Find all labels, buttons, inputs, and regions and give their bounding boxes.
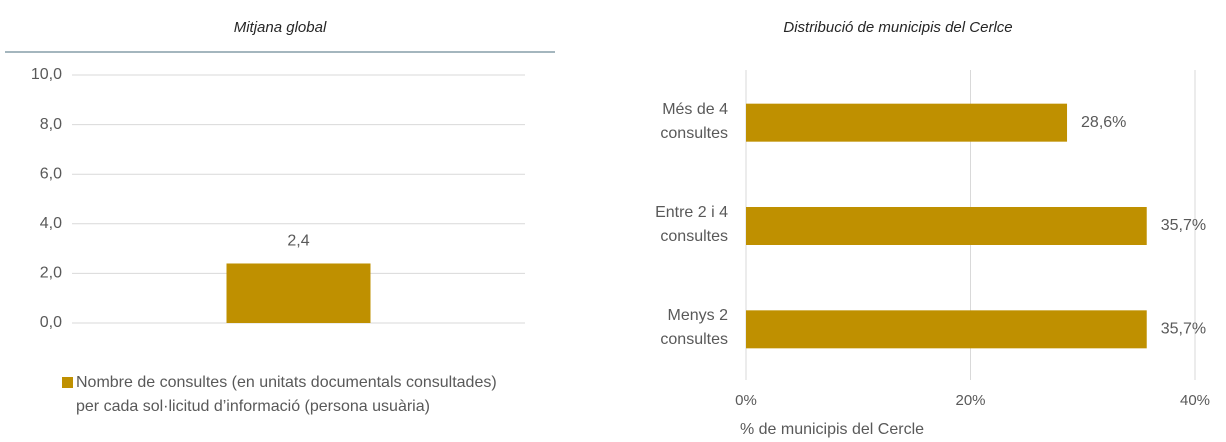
y-tick-label: Menys 2 consultes <box>660 307 728 349</box>
x-axis-title: % de municipis del Cercle <box>740 421 924 438</box>
y-tick-label: 8,0 <box>40 116 62 133</box>
bar <box>746 310 1147 349</box>
y-tick-label: 10,0 <box>31 66 62 83</box>
y-tick-label: 6,0 <box>40 165 62 182</box>
x-tick-label: 0% <box>735 392 757 409</box>
data-label: 35,7% <box>1161 217 1206 234</box>
x-tick-label: 40% <box>1180 392 1210 409</box>
data-label: 2,4 <box>287 233 309 250</box>
data-label: 35,7% <box>1161 321 1206 338</box>
y-tick-label: 0,0 <box>40 314 62 331</box>
data-label: 28,6% <box>1081 114 1126 131</box>
y-tick-label: Entre 2 i 4 consultes <box>655 204 728 245</box>
x-tick-label: 20% <box>955 392 985 409</box>
y-tick-label: 4,0 <box>40 215 62 232</box>
chart-title: Distribució de municipis del Cerlce <box>783 19 1012 36</box>
legend-label: Nombre de consultes (en unitats document… <box>76 374 497 415</box>
chart-title: Mitjana global <box>234 19 327 36</box>
legend-swatch <box>62 377 73 388</box>
bar <box>746 207 1147 245</box>
bar <box>226 263 371 323</box>
bar <box>746 103 1068 142</box>
y-tick-label: 2,0 <box>40 265 62 282</box>
y-tick-label: Més de 4 consultes <box>660 100 728 142</box>
